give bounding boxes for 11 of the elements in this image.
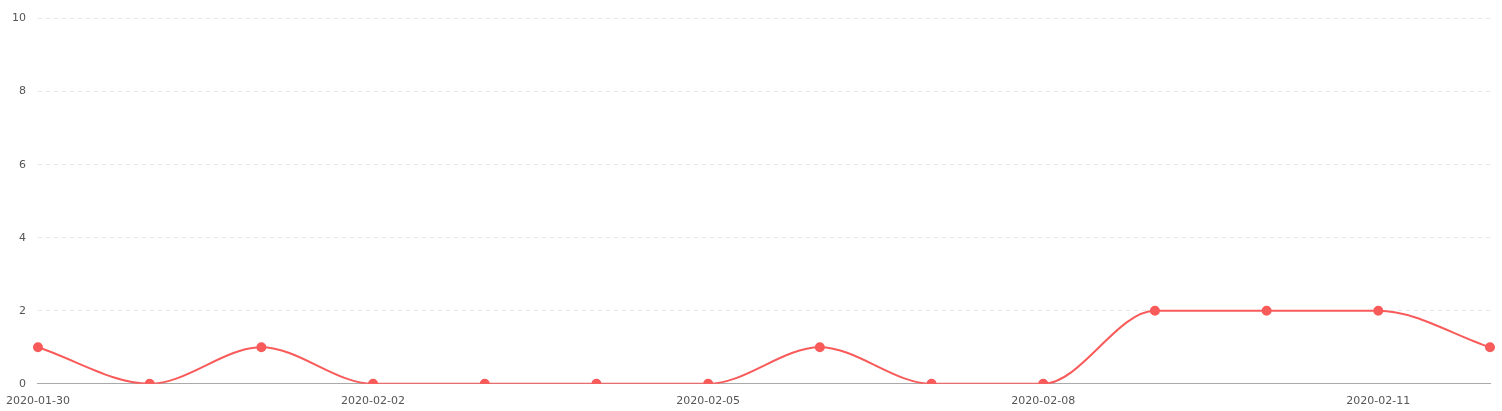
x-tick-label: 2020-02-08 — [1011, 394, 1076, 408]
y-tick-label: 10 — [12, 11, 26, 25]
x-tick-label: 2020-01-30 — [6, 394, 70, 408]
x-tick-label: 2020-02-05 — [676, 394, 741, 408]
x-tick-label: 2020-02-02 — [341, 394, 406, 408]
y-tick-label: 8 — [19, 84, 26, 98]
y-tick-label: 6 — [19, 157, 26, 171]
x-tick-label: 2020-02-11 — [1346, 394, 1411, 408]
y-tick-label: 2 — [19, 303, 26, 317]
y-tick-label: 4 — [19, 230, 26, 244]
y-tick-label: 0 — [19, 376, 26, 390]
